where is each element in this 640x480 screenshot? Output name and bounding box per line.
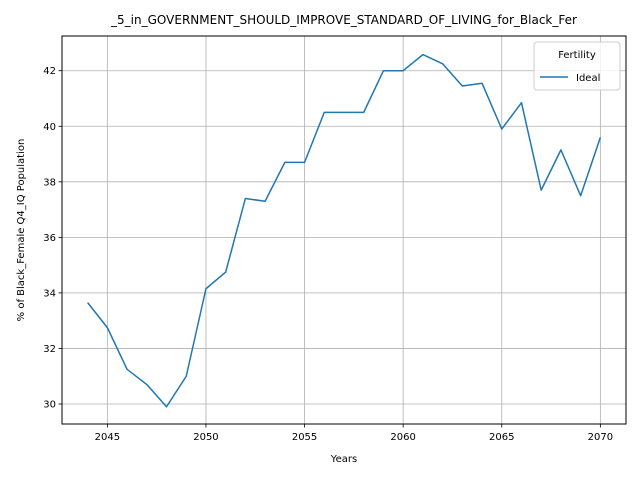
y-tick-label-30: 30	[43, 400, 56, 411]
y-tick-label-42: 42	[43, 66, 56, 77]
legend: Fertility Ideal	[533, 41, 621, 91]
y-tick-label-34: 34	[43, 288, 56, 299]
y-tick-label-36: 36	[43, 233, 56, 244]
x-tick-label-2065: 2065	[489, 432, 514, 443]
x-tick-label-2070: 2070	[588, 432, 613, 443]
y-tick-label-32: 32	[43, 344, 56, 355]
legend-box	[533, 41, 621, 91]
plot-frame	[61, 35, 627, 425]
x-tick-label-2060: 2060	[390, 432, 415, 443]
series-lines	[87, 53, 602, 408]
x-tick-label-2045: 2045	[95, 432, 120, 443]
legend-title: Fertility	[558, 50, 596, 61]
y-axis-label: % of Black_Female Q4_IQ Population	[16, 139, 27, 322]
y-tick-label-40: 40	[43, 122, 56, 133]
grid-lines	[62, 36, 626, 424]
series-line-ideal	[87, 53, 602, 408]
x-axis-ticks: 2045 2050 2055 2060 2065 2070	[95, 424, 613, 443]
y-axis-ticks: 30 32 34 36 38 40 42	[43, 66, 62, 411]
x-axis-label: Years	[330, 454, 357, 465]
y-tick-label-38: 38	[43, 177, 56, 188]
x-tick-label-2055: 2055	[292, 432, 317, 443]
legend-label-ideal: Ideal	[576, 73, 600, 84]
chart-title: _5_in_GOVERNMENT_SHOULD_IMPROVE_STANDARD…	[110, 13, 577, 27]
x-tick-label-2050: 2050	[193, 432, 218, 443]
